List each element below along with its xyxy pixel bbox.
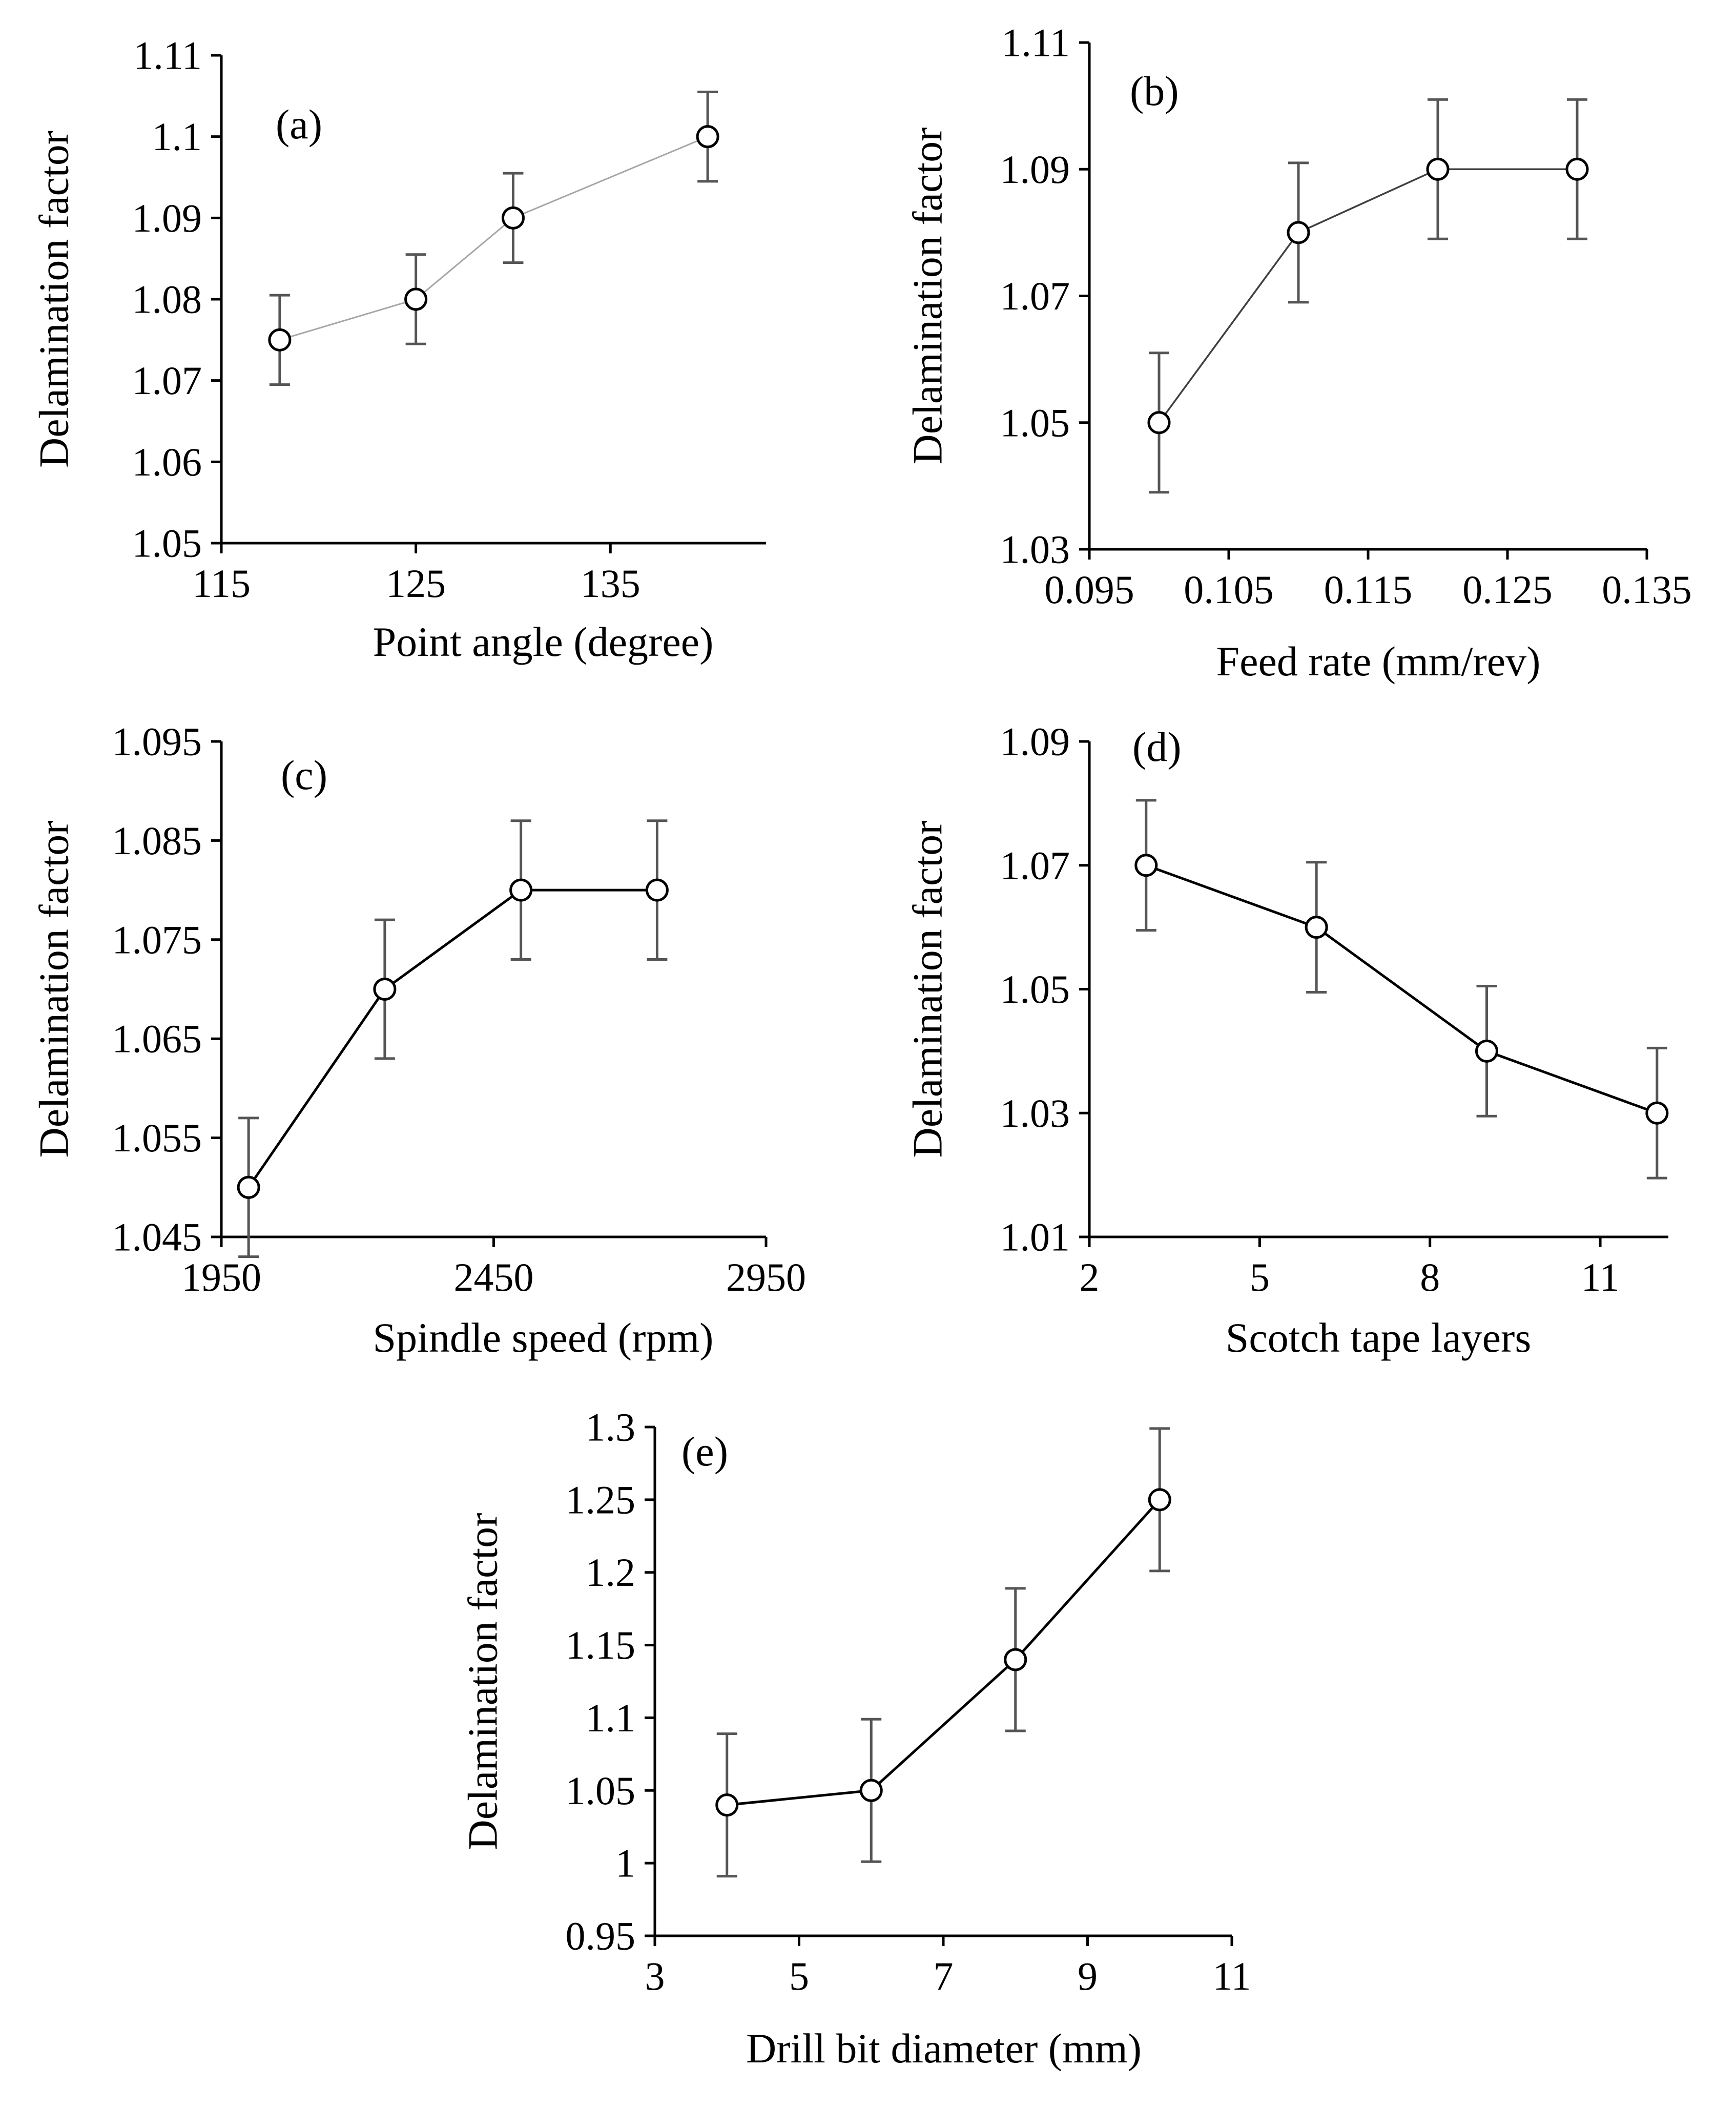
y-tick-label: 1.3 [586, 1405, 636, 1450]
chart-panel-5: 0.95 1 1.05 1.1 1.15 1.2 1.25 1.3 3 5 7 9 11 Drill bi… [460, 1405, 1251, 2072]
x-tick-label: 5 [1250, 1255, 1270, 1299]
series-line [247, 888, 657, 1188]
data-point [645, 878, 669, 902]
x-axis-title: Drill bit diameter (mm) [746, 2025, 1142, 2072]
panel-label: (c) [281, 752, 327, 798]
y-tick-label: 1.01 [1000, 1215, 1070, 1259]
y-tick-label: 1.15 [566, 1623, 636, 1667]
y-tick-label: 1.06 [132, 440, 202, 484]
panel-label: (b) [1130, 68, 1179, 114]
x-tick-label: 0.125 [1462, 567, 1553, 612]
data-point [1147, 411, 1171, 435]
panel-label: (d) [1132, 724, 1182, 770]
y-tick-label: 1.1 [152, 114, 202, 159]
y-tick-label: 1.08 [132, 277, 202, 322]
x-tick-label: 5 [789, 1954, 809, 1998]
x-tick-label: 9 [1078, 1954, 1098, 1998]
x-tick-label: 0.105 [1184, 567, 1274, 612]
chart-panel-3: 1.045 1.055 1.065 1.075 1.085 1.095 1950 2450 29… [31, 719, 807, 1361]
x-tick-label: 11 [1212, 1954, 1251, 1998]
data-point [1565, 157, 1589, 181]
data-point [1475, 1039, 1498, 1063]
y-tick-label: 1.07 [1000, 274, 1070, 318]
y-tick-label: 1.095 [112, 719, 202, 764]
chart-panel-4: 1.01 1.03 1.05 1.07 1.09 2 5 8 11 Scotch tape lay… [904, 719, 1669, 1361]
x-tick-label: 11 [1581, 1255, 1620, 1299]
y-tick-label: 1.03 [1000, 527, 1070, 572]
series-line [1145, 864, 1658, 1114]
data-point [715, 1793, 739, 1817]
data-point [509, 878, 533, 902]
x-tick-label: 135 [581, 561, 640, 606]
y-tick-label: 1.05 [1000, 967, 1070, 1011]
x-tick-label: 0.135 [1602, 567, 1692, 612]
data-point [501, 206, 525, 230]
data-point [1305, 916, 1328, 939]
x-tick-label: 3 [645, 1954, 665, 1998]
y-tick-label: 0.95 [566, 1914, 636, 1958]
data-point [1645, 1101, 1669, 1125]
panel-label: (e) [681, 1428, 728, 1475]
y-tick-label: 1.09 [1000, 147, 1070, 192]
data-point [859, 1779, 883, 1802]
series-line [1158, 168, 1577, 423]
x-tick-label: 2950 [726, 1255, 806, 1299]
data-point [1426, 157, 1450, 181]
y-tick-label: 1.05 [132, 521, 202, 566]
data-point [1134, 854, 1158, 877]
y-tick-label: 1.11 [133, 33, 202, 78]
x-tick-label: 1950 [181, 1255, 261, 1299]
y-tick-label: 1.07 [1000, 843, 1070, 887]
y-tick-label: 1.05 [566, 1768, 636, 1813]
x-axis-title: Scotch tape layers [1226, 1314, 1532, 1361]
y-tick-label: 1.055 [112, 1115, 202, 1160]
y-tick-label: 1.03 [1000, 1091, 1070, 1135]
chart-panel-1: 1.05 1.06 1.07 1.08 1.09 1.1 1.11 115 125 135 Poin… [31, 33, 766, 665]
y-tick-label: 1.09 [132, 196, 202, 240]
x-tick-label: 7 [934, 1954, 954, 1998]
y-tick-label: 1.1 [586, 1696, 636, 1740]
data-point [268, 328, 292, 352]
data-point [373, 978, 397, 1001]
y-tick-label: 1.11 [1001, 20, 1070, 65]
y-tick-label: 1.075 [112, 917, 202, 962]
y-axis-title: Delamination factor [460, 1513, 506, 1850]
data-point [404, 287, 428, 311]
data-point [1004, 1648, 1027, 1671]
y-tick-label: 1.085 [112, 818, 202, 863]
y-tick-label: 1.045 [112, 1215, 202, 1259]
x-tick-label: 125 [386, 561, 446, 606]
y-tick-label: 1.07 [132, 358, 202, 403]
y-tick-label: 1 [615, 1841, 635, 1886]
x-tick-label: 2 [1080, 1255, 1100, 1299]
data-point [696, 125, 719, 149]
y-tick-label: 1.2 [586, 1550, 636, 1595]
series-line [727, 1499, 1161, 1807]
x-tick-label: 0.095 [1044, 567, 1134, 612]
x-tick-label: 0.115 [1324, 567, 1413, 612]
series-line [279, 136, 708, 341]
x-tick-label: 115 [192, 561, 251, 606]
y-axis-title: Delamination factor [31, 131, 77, 468]
x-tick-label: 8 [1420, 1255, 1440, 1299]
y-tick-label: 1.09 [1000, 719, 1070, 764]
y-tick-label: 1.05 [1000, 400, 1070, 445]
x-tick-label: 2450 [454, 1255, 534, 1299]
data-point [1287, 221, 1310, 244]
y-axis-title: Delamination factor [31, 820, 77, 1158]
y-tick-label: 1.25 [566, 1477, 636, 1522]
data-point [1148, 1488, 1171, 1512]
x-axis-title: Point angle (degree) [373, 618, 714, 665]
x-axis-title: Feed rate (mm/rev) [1216, 638, 1541, 685]
y-axis-title: Delamination factor [904, 127, 951, 464]
panel-label: (a) [276, 101, 322, 148]
x-axis-title: Spindle speed (rpm) [373, 1314, 714, 1361]
data-point [237, 1175, 260, 1199]
y-tick-label: 1.065 [112, 1017, 202, 1061]
y-axis-title: Delamination factor [904, 820, 951, 1158]
chart-panel-2: 1.03 1.05 1.07 1.09 1.11 0.095 0.105 0.115 0.125… [904, 20, 1692, 685]
